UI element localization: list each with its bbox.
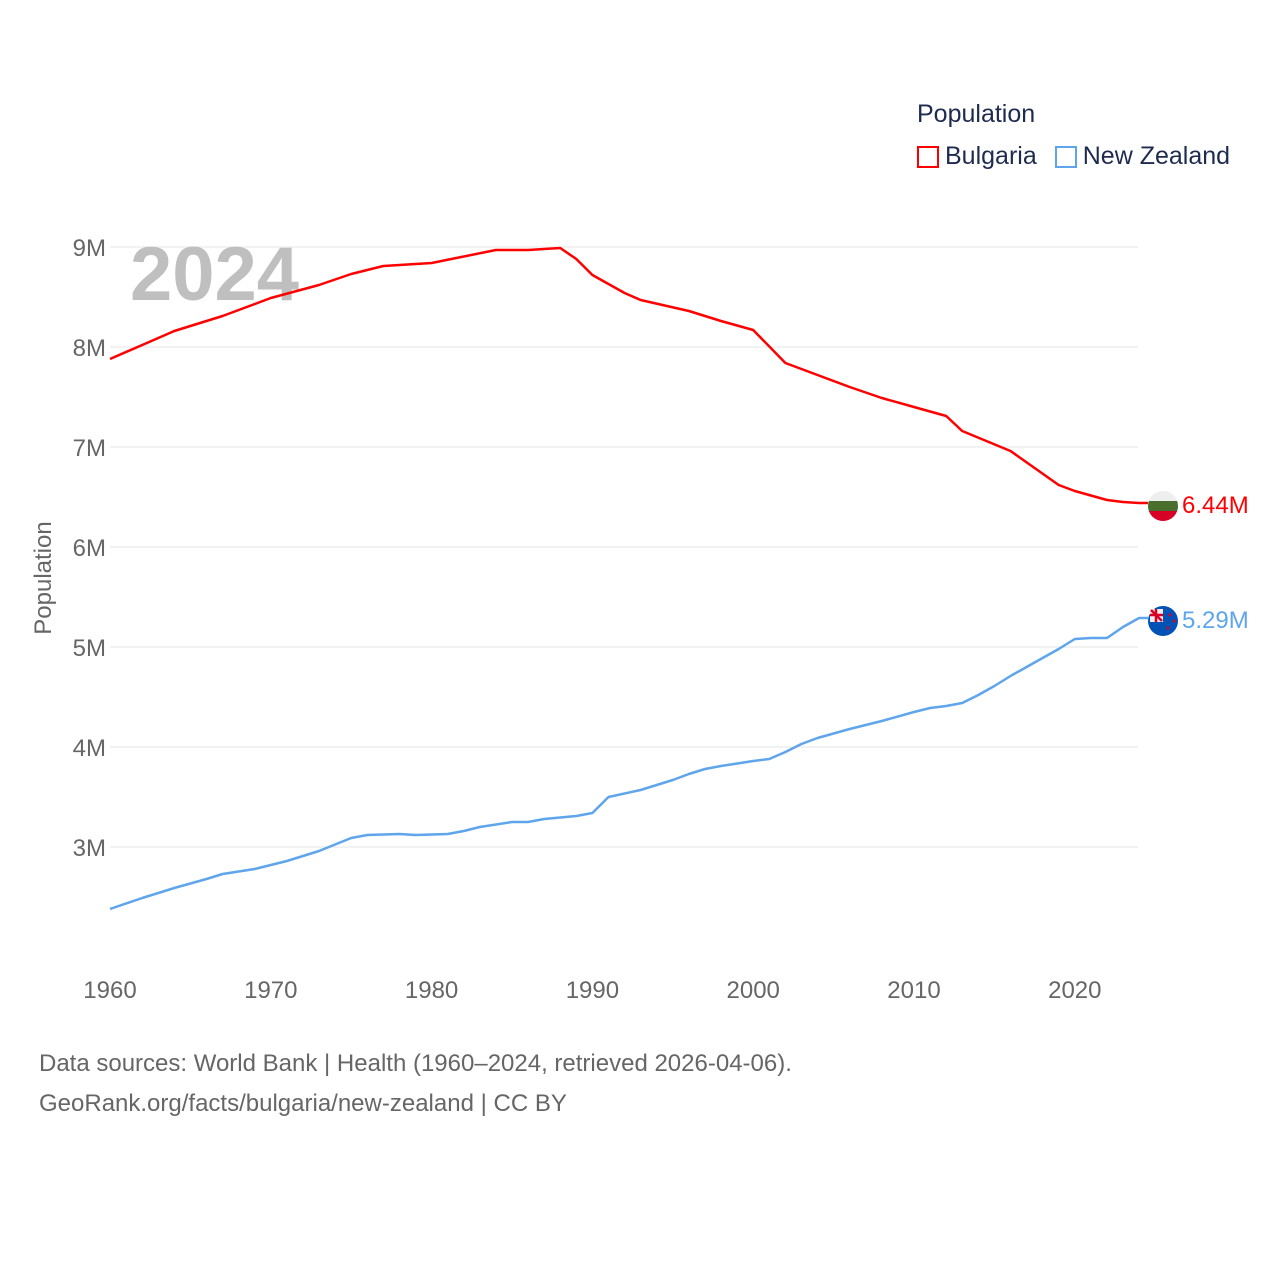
y-tick-label: 7M: [73, 435, 106, 462]
legend-swatch-bulgaria: [917, 145, 939, 168]
legend-label-new-zealand: New Zealand: [1082, 142, 1231, 170]
x-tick-label: 1990: [566, 977, 619, 1004]
y-tick-label: 3M: [73, 835, 106, 862]
x-tick-label: 1960: [83, 977, 136, 1004]
data-source-text: Data sources: World Bank | Health (1960–…: [39, 1050, 792, 1077]
y-tick-label: 8M: [73, 335, 106, 362]
source-link[interactable]: GeoRank.org/facts/bulgaria/new-zealand |…: [39, 1090, 567, 1117]
y-tick-label: 4M: [73, 735, 106, 762]
y-tick-label: 9M: [73, 235, 106, 262]
end-label-new-zealand: 5.29M: [1182, 607, 1249, 634]
footer: Data sources: World Bank | Health (1960–…: [39, 1044, 792, 1124]
legend-item-new-zealand[interactable]: New Zealand: [1054, 142, 1231, 171]
y-tick-label: 5M: [73, 635, 106, 662]
legend-swatch-new-zealand: [1054, 145, 1077, 168]
flag-bulgaria-icon: [1148, 491, 1178, 521]
x-tick-label: 1970: [244, 977, 297, 1004]
series-line-bulgaria: [109, 246, 1148, 505]
series-line-new-zealand: [109, 616, 1148, 911]
flag-new-zealand-icon: [1148, 606, 1178, 636]
end-label-bulgaria: 6.44M: [1182, 492, 1249, 519]
y-axis-label: Population: [30, 521, 57, 634]
x-tick-label: 2000: [727, 977, 780, 1004]
x-tick-label: 2020: [1048, 977, 1101, 1004]
x-tick-label: 2010: [887, 977, 940, 1004]
y-tick-label: 6M: [73, 535, 106, 562]
year-watermark: 2024: [130, 232, 299, 317]
x-tick-label: 1980: [405, 977, 458, 1004]
legend: Bulgaria New Zealand: [917, 142, 1248, 171]
legend-title: Population: [917, 100, 1036, 128]
legend-label-bulgaria: Bulgaria: [945, 142, 1037, 170]
legend-item-bulgaria[interactable]: Bulgaria: [917, 142, 1037, 171]
